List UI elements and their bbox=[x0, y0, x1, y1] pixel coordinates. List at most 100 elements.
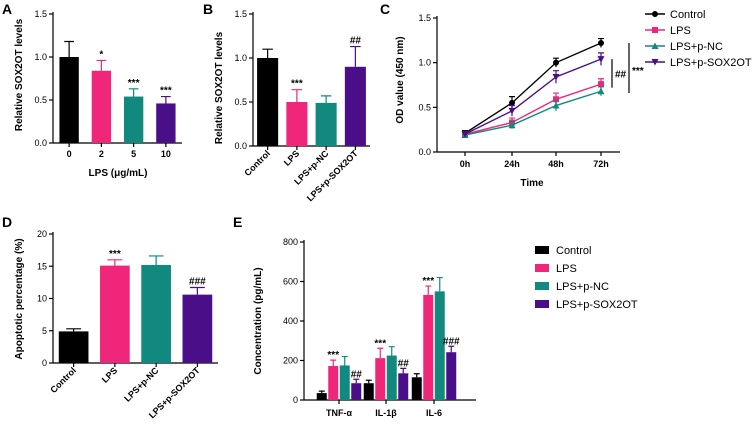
chart-c-series-line bbox=[464, 90, 602, 136]
chart-c-legend-marker bbox=[652, 11, 658, 17]
chart-a-significance: *** bbox=[160, 86, 172, 97]
chart-d-bar bbox=[100, 265, 130, 363]
chart-c-ytick-label: 1.0 bbox=[418, 58, 431, 68]
chart-c-point bbox=[597, 56, 605, 63]
chart-b-category-label: Control bbox=[242, 148, 272, 178]
chart-a-category-label: 0 bbox=[67, 149, 72, 159]
chart-b-ytick-label: 0.5 bbox=[234, 97, 247, 107]
chart-c-legend-marker bbox=[651, 42, 659, 49]
chart-c-legend-label: LPS+p-NC bbox=[670, 41, 723, 53]
chart-c-point bbox=[598, 81, 604, 88]
chart-b-error-bar bbox=[262, 48, 273, 58]
chart-e-category-label: TNF-α bbox=[326, 408, 352, 418]
chart-d-ytick-label: 20 bbox=[37, 229, 47, 239]
chart-e-significance: ## bbox=[351, 369, 363, 380]
chart-e-bar bbox=[339, 365, 350, 400]
chart-c-ytick-label: 0.0 bbox=[418, 147, 431, 157]
chart-a-ytick-label: 0.5 bbox=[34, 95, 47, 105]
chart-a-bar bbox=[123, 96, 144, 143]
chart-e-error-bar bbox=[448, 345, 455, 353]
chart-c-point bbox=[552, 102, 560, 109]
chart-c-annotation: *** bbox=[632, 66, 644, 77]
chart-e-bar bbox=[363, 383, 374, 400]
chart-e-legend-label: LPS+p-SOX2OT bbox=[556, 299, 638, 311]
chart-d-error-bar bbox=[189, 286, 205, 295]
chart-b-significance: ## bbox=[350, 36, 362, 47]
chart-e-legend-label: Control bbox=[556, 245, 591, 257]
chart-e-significance: *** bbox=[327, 350, 339, 361]
chart-c-xlabel: Time bbox=[520, 178, 544, 189]
chart-d-ytick-label: 0 bbox=[42, 358, 47, 368]
chart-c-point bbox=[509, 99, 515, 106]
chart-d-bar bbox=[182, 294, 213, 363]
chart-e-error-bar bbox=[365, 379, 372, 384]
chart-d-error-bar bbox=[66, 328, 82, 332]
panel-label-b: B bbox=[203, 1, 213, 17]
chart-a-category-label: 5 bbox=[131, 149, 136, 159]
chart-c-point bbox=[553, 96, 559, 103]
chart-b-ytick-label: 1.0 bbox=[234, 53, 247, 63]
chart-c-series-line bbox=[464, 42, 602, 134]
chart-a-error-bar bbox=[64, 40, 74, 57]
chart-e-error-bar bbox=[318, 390, 325, 394]
chart-b-category-label: LPS+p-SOX2OT bbox=[305, 148, 360, 203]
panel-label-a: A bbox=[2, 1, 12, 17]
chart-e-ytick-label: 600 bbox=[283, 277, 298, 287]
chart-c: 0.0 0.5 1.0 1.5 0h 24h 48h 72h ## *** Control LPS LP… bbox=[395, 9, 752, 189]
chart-e-ylabel: Concentration (pg/mL) bbox=[253, 267, 264, 374]
chart-d-category-label: LPS bbox=[100, 365, 119, 384]
chart-e-legend-swatch bbox=[535, 300, 549, 308]
chart-a-bar bbox=[91, 70, 112, 143]
chart-d-significance: *** bbox=[109, 249, 121, 260]
chart-b-error-bar bbox=[291, 89, 303, 102]
chart-a-category-label: 10 bbox=[161, 149, 171, 159]
chart-d-significance: ### bbox=[189, 277, 206, 288]
chart-e-significance: ## bbox=[398, 358, 410, 369]
chart-a-xlabel: LPS (μg/mL) bbox=[89, 168, 148, 179]
chart-c-series-line bbox=[464, 58, 602, 135]
chart-e-bar bbox=[386, 355, 397, 400]
chart-e-error-bar bbox=[400, 367, 407, 374]
chart-c-point bbox=[508, 107, 516, 115]
chart-d-error-bar bbox=[107, 259, 123, 266]
chart-a-significance: * bbox=[99, 49, 103, 60]
chart-d-category-label: Control bbox=[48, 365, 78, 395]
chart-e-error-bar bbox=[341, 355, 348, 366]
chart-e-error-bar bbox=[353, 378, 360, 384]
chart-b-bar bbox=[344, 66, 366, 146]
chart-c-point bbox=[553, 59, 559, 66]
chart-b-bar bbox=[315, 102, 337, 146]
chart-c-ylabel: OD value (450 nm) bbox=[395, 36, 406, 123]
chart-c-category-label: 0h bbox=[460, 159, 471, 169]
chart-e-category-label: IL-6 bbox=[426, 408, 442, 418]
chart-d-bar bbox=[141, 264, 171, 363]
chart-c-point bbox=[598, 40, 604, 47]
chart-e-ytick-label: 200 bbox=[283, 356, 298, 366]
panel-label-c: C bbox=[380, 1, 390, 17]
chart-a-category-label: 2 bbox=[99, 149, 104, 159]
chart-c-point bbox=[508, 121, 516, 129]
chart-a-bar bbox=[59, 57, 79, 143]
chart-e-bar bbox=[411, 377, 422, 400]
chart-e-legend-label: LPS+p-NC bbox=[556, 281, 609, 293]
chart-a: 0.00.51.01.50 2 5 10******* Relative SOX2OT… bbox=[14, 9, 182, 179]
chart-e-bar bbox=[351, 383, 362, 400]
chart-e-significance: *** bbox=[422, 276, 434, 287]
chart-c-category-label: 24h bbox=[504, 159, 520, 169]
chart-c-category-label: 72h bbox=[593, 159, 609, 169]
chart-d-bar bbox=[58, 331, 89, 363]
chart-e-significance: *** bbox=[374, 338, 386, 349]
chart-c-point bbox=[597, 87, 605, 95]
chart-c-legend-label: Control bbox=[670, 9, 705, 21]
chart-e-bar bbox=[398, 373, 409, 400]
chart-b-ytick-label: 1.5 bbox=[234, 9, 247, 19]
chart-e-legend-swatch bbox=[535, 282, 549, 290]
chart-c-series-line bbox=[464, 83, 602, 135]
chart-e-error-bar bbox=[330, 359, 337, 367]
chart-a-ytick-label: 0.0 bbox=[34, 138, 47, 148]
chart-b-bar bbox=[286, 102, 308, 146]
chart-e-significance: ### bbox=[443, 336, 460, 347]
